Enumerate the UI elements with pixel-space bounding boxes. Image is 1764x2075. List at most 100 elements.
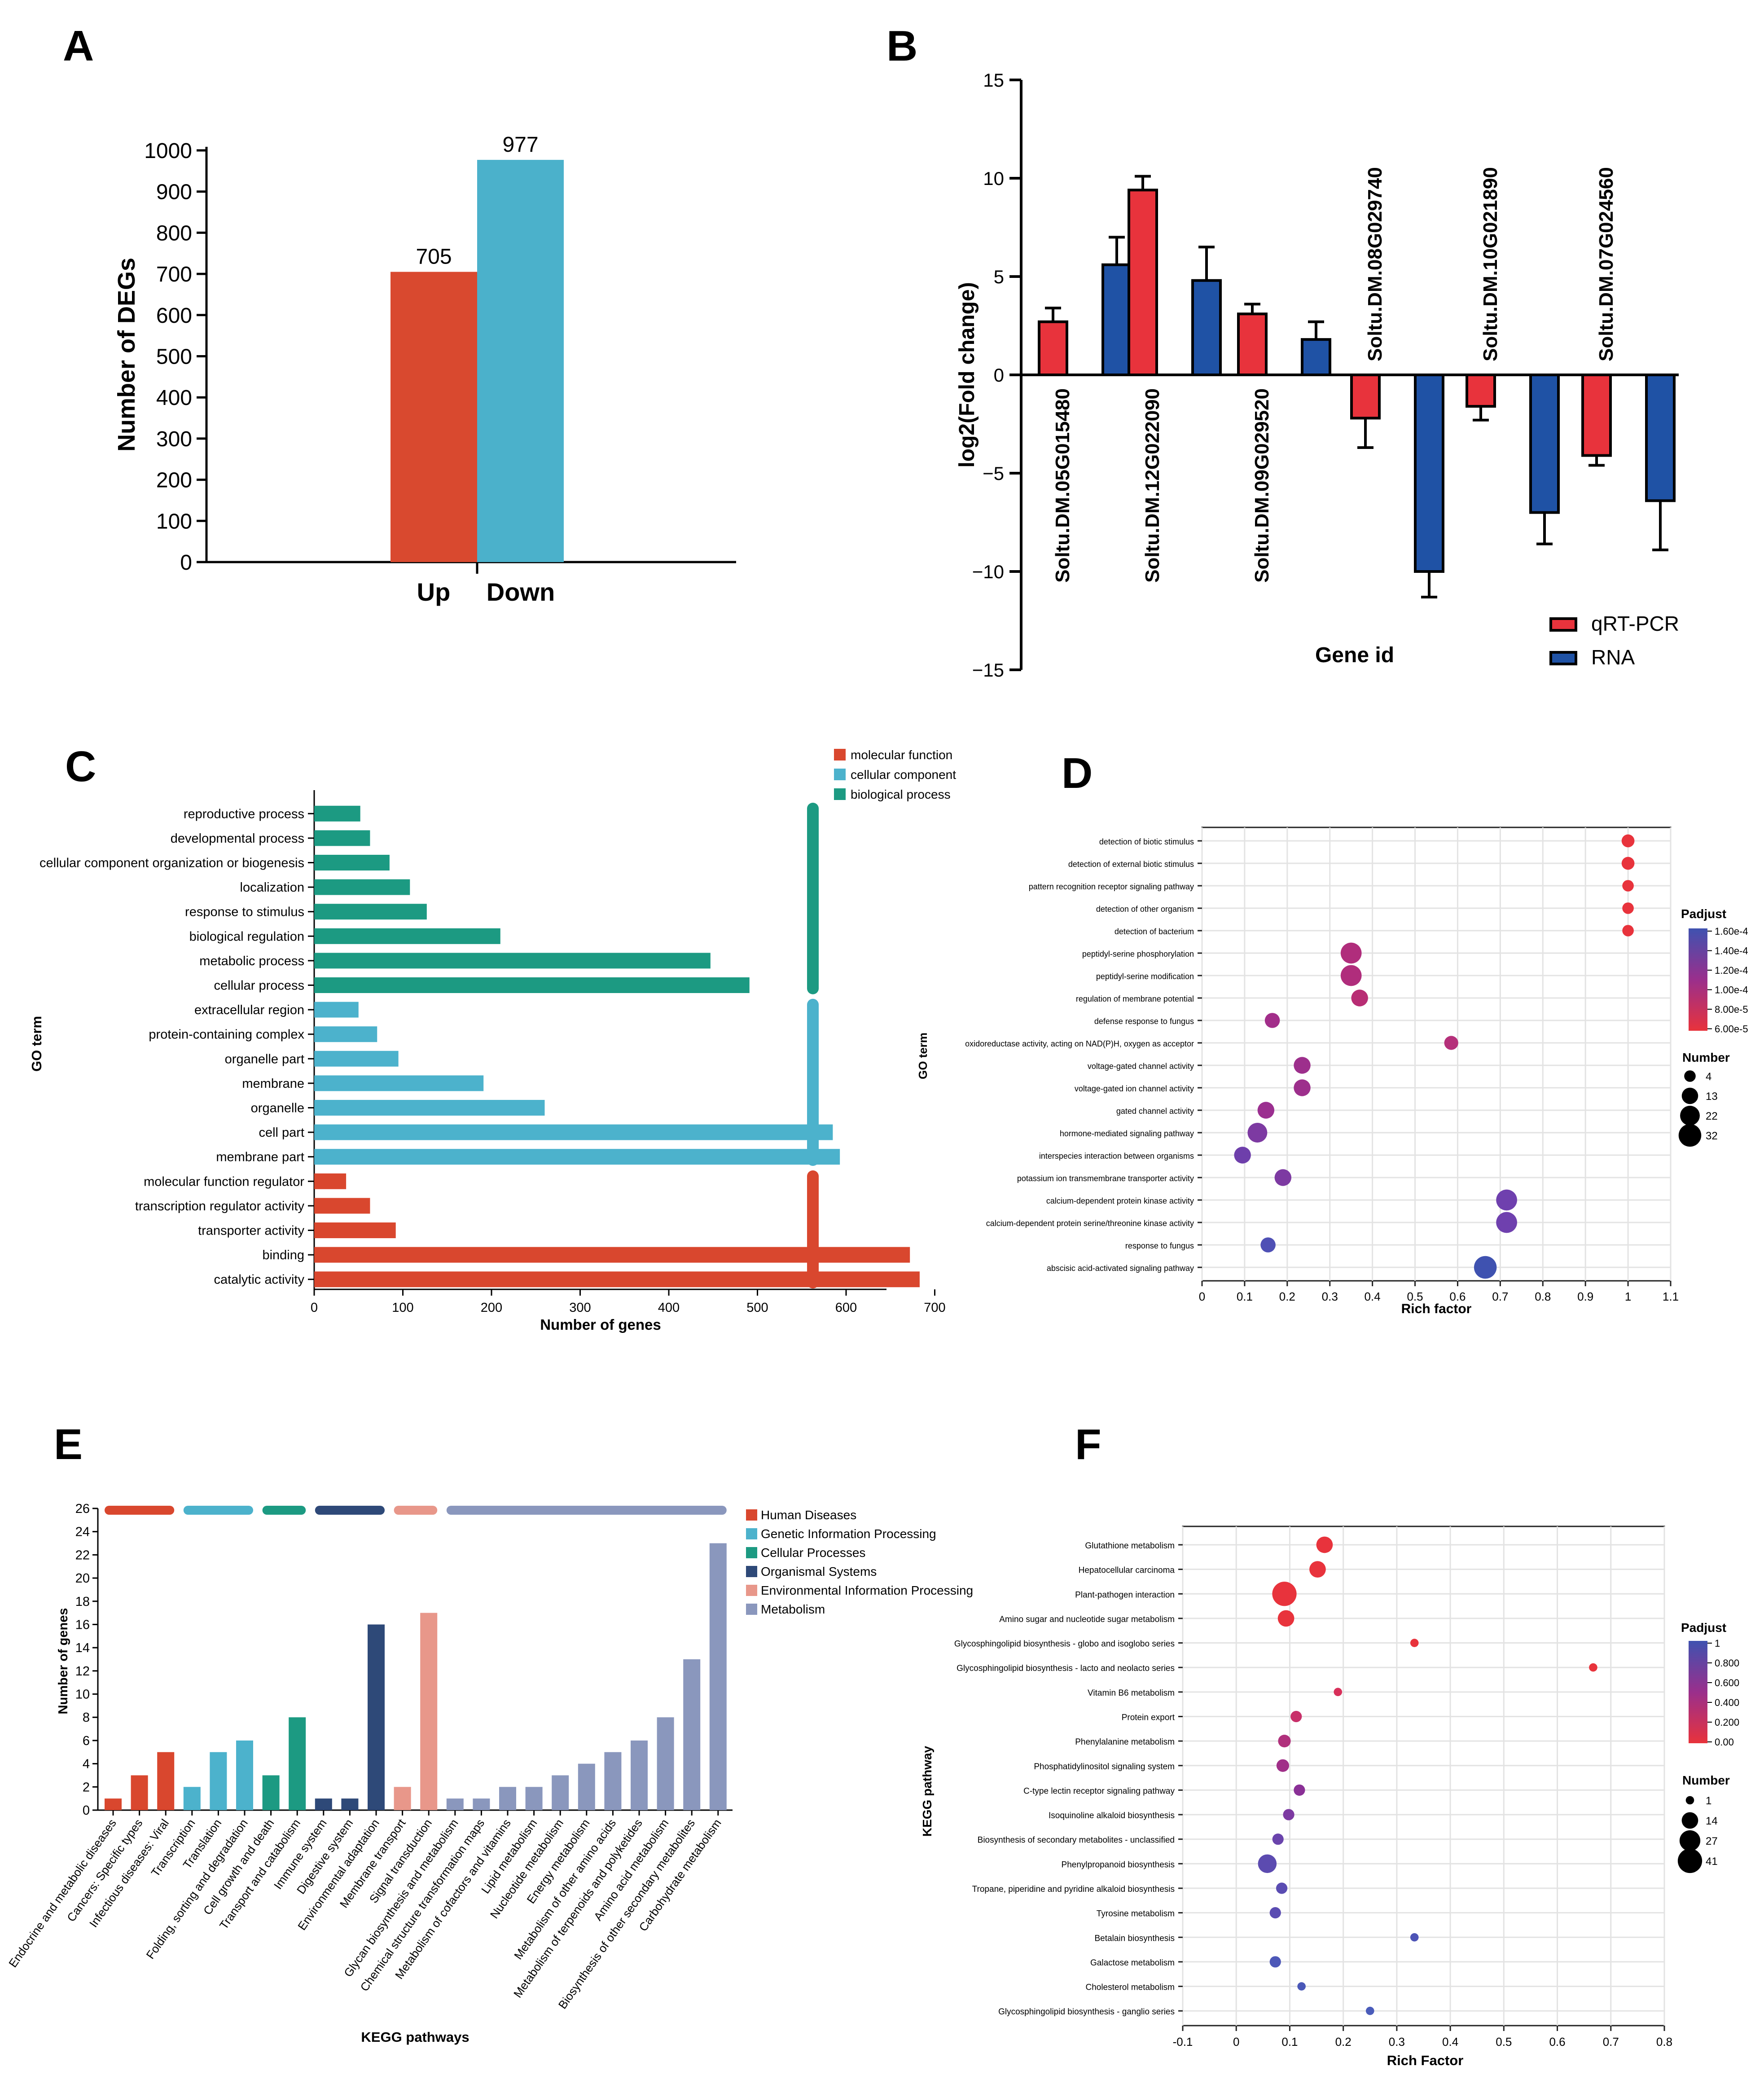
x-tick-label: 0.3 [1322,1290,1338,1303]
legend-size-title: Number [1682,1773,1730,1787]
gene-id-label: Soltu.DM.09G029520 [1251,388,1273,583]
y-tick-label: 1000 [144,139,192,163]
bar-glycan-biosynthesis-and-metabolism [446,1798,464,1810]
x-tick-label: 1.1 [1663,1290,1679,1303]
bar-protein-containing-complex [314,1026,377,1042]
size-legend-marker [1680,1106,1700,1125]
x-axis-title: Rich Factor [1387,2053,1464,2068]
size-legend-marker [1684,1070,1696,1082]
data-point [1258,1854,1277,1873]
color-scale-label: 0.00 [1715,1736,1734,1748]
size-legend-marker [1678,1124,1702,1147]
bar-cellular-component-organization-or-biogenesis [314,855,390,870]
y-axis-title: GO term [29,1016,44,1072]
bar-rna-5 [1529,374,1560,514]
data-point [1334,1688,1343,1697]
x-tick-label: 1 [1625,1290,1631,1303]
legend-label: Organismal Systems [761,1565,877,1578]
gene-id-label: Soltu.DM.10G021890 [1479,167,1501,361]
y-tick-label: 18 [75,1595,90,1609]
data-point [1365,2006,1374,2015]
x-tick-label: -0.1 [1173,2035,1193,2049]
legend-swatch [746,1566,757,1577]
category-label: organelle part [225,1052,304,1066]
color-scale-label: 1.20e-4 [1715,965,1748,976]
category-label: Vitamin B6 metabolism [1088,1688,1175,1698]
y-tick-label: 6 [83,1734,90,1748]
y-tick-label: −15 [972,659,1004,681]
y-tick-label: 5 [994,266,1004,287]
bar-biological-regulation [314,928,500,944]
size-legend-marker [1677,1848,1703,1873]
category-label: Phenylpropanoid biosynthesis [1062,1860,1175,1869]
group-bar [446,1506,727,1515]
bar-environmental-adaptation [368,1624,385,1810]
y-tick-label: 8 [83,1710,90,1725]
bar-qrt-pcr-4 [1350,374,1381,420]
x-tick-label: 0.8 [1656,2035,1672,2049]
panel-label-b: B [886,22,917,70]
size-legend-label: 32 [1706,1130,1718,1142]
bar-rna-1 [1101,263,1132,376]
y-tick-label: 500 [156,345,192,369]
legend-label: Human Diseases [761,1508,856,1522]
x-tick-label: 0 [311,1301,318,1315]
bar-transport-and-catabolism [289,1717,306,1810]
bar-cell-growth-and-death [262,1775,280,1810]
x-tick-label: 0.9 [1577,1290,1593,1303]
bar-developmental-process [314,830,370,846]
legend-swatch-rna [1549,651,1577,665]
y-tick-label: 0 [180,551,192,575]
y-tick-label: 100 [156,510,192,533]
data-point [1589,1663,1597,1672]
x-tick-label: 0.6 [1449,1290,1466,1303]
color-scale-label: 0.800 [1715,1657,1739,1669]
panel-label-e: E [54,1420,83,1468]
category-label: organelle [251,1101,304,1116]
category-label: calcium-dependent protein kinase activit… [1046,1196,1194,1205]
x-tick-label: 0.4 [1442,2035,1458,2049]
y-tick-label: 12 [75,1664,90,1679]
size-legend-label: 13 [1706,1090,1718,1103]
bar-transcription-regulator-activity [314,1198,370,1214]
category-label: Plant-pathogen interaction [1075,1590,1175,1600]
legend-label: Metabolism [761,1602,825,1616]
bar-extracellular-region [314,1002,359,1018]
category-label: cellular component organization or bioge… [39,856,304,870]
color-scale-label: 0.200 [1715,1717,1739,1728]
x-tick-label: 0.7 [1492,1290,1508,1303]
data-point [1621,857,1635,870]
x-tick-label: 0.2 [1279,1290,1295,1303]
bar-endocrine-and-metabolic-diseases [105,1798,122,1810]
panel-a-chart: 0 100 200 300 400 500 600 700 800 900 1000 705 977 Up… [113,133,736,606]
y-tick-label: 2 [83,1780,90,1794]
bar-transporter-activity [314,1222,396,1238]
y-tick-label: 200 [156,469,192,492]
bar-transcription [183,1787,201,1810]
bar-metabolism-of-terpenoids-and-polyketides [631,1740,648,1810]
category-label: Tyrosine metabolism [1097,1909,1175,1919]
category-label: C-type lectin receptor signaling pathway [1023,1786,1175,1796]
gene-id-label: Soltu.DM.07G024560 [1595,167,1617,361]
y-tick-label: 16 [75,1618,90,1632]
group-bracket [807,998,819,1166]
category-label: metabolic process [199,954,304,968]
color-scale-label: 1.40e-4 [1715,945,1748,957]
category-label: oxidoreductase activity, acting on NAD(P… [965,1039,1194,1048]
data-point [1276,1759,1290,1772]
y-axis-title: KEGG pathway [920,1745,934,1837]
data-point [1309,1561,1326,1578]
x-tick-label: 0.6 [1549,2035,1565,2049]
category-label: catalytic activity [214,1273,305,1287]
data-point [1622,925,1634,936]
y-tick-label: 10 [983,168,1004,189]
category-label: Galactose metabolism [1090,1958,1175,1968]
category-label: Glycosphingolipid biosynthesis - globo a… [954,1640,1175,1649]
data-point [1340,942,1362,964]
category-label: biological regulation [189,929,304,944]
legend-swatch [746,1585,757,1596]
y-tick-label: 26 [75,1502,90,1516]
data-point [1294,1079,1311,1096]
bar-rna-3 [1301,338,1331,376]
bar-cancers-specific-types [131,1775,148,1810]
